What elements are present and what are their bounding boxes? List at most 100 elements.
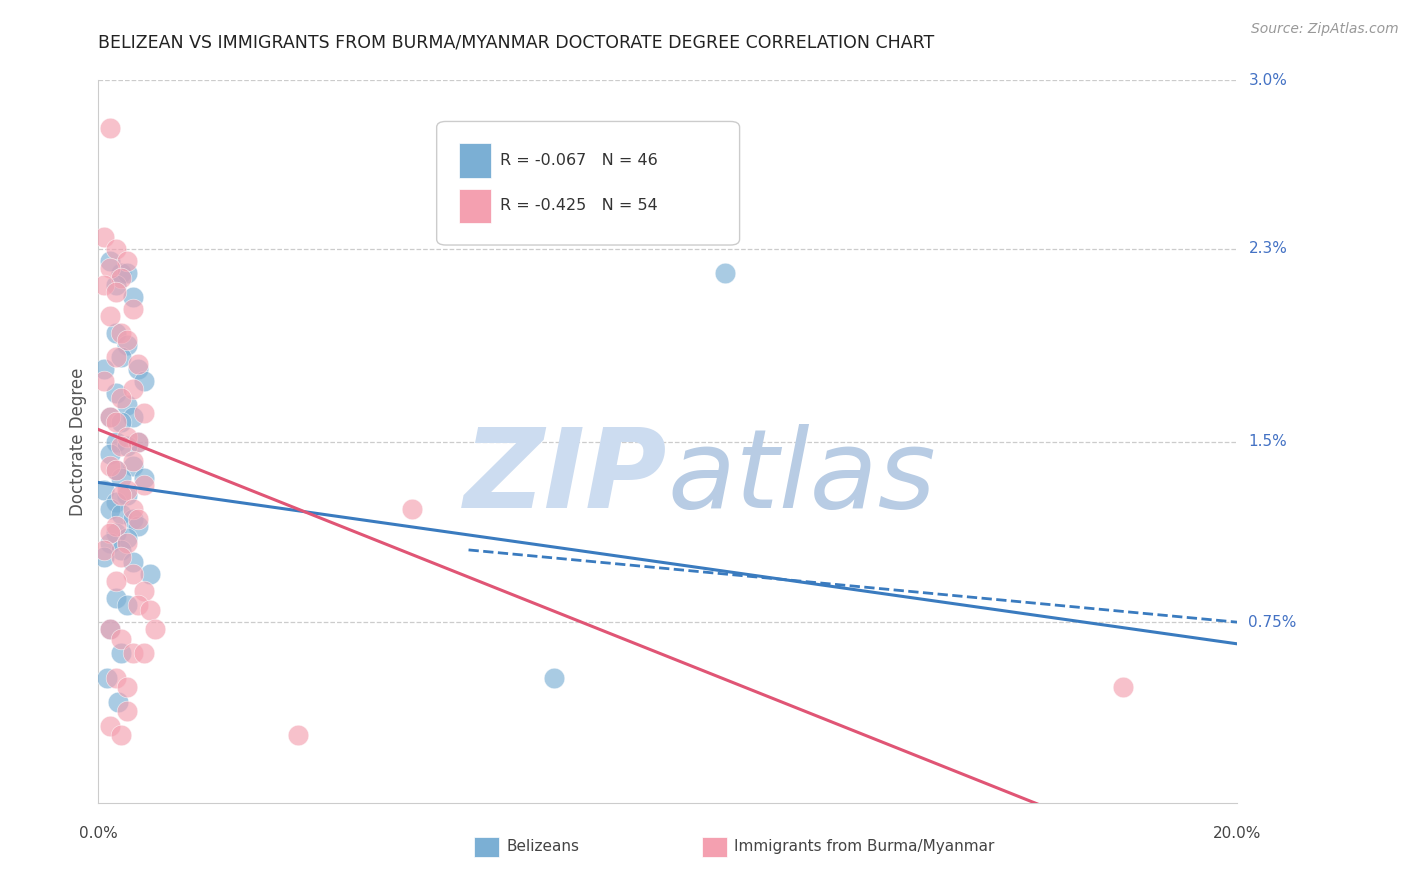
Point: [1112, 680, 1135, 694]
Point: [110, 728, 132, 742]
Point: [401, 502, 423, 516]
Point: [132, 583, 155, 598]
Text: R = -0.425   N = 54: R = -0.425 N = 54: [501, 199, 658, 213]
Point: [98, 535, 121, 549]
Point: [121, 555, 143, 569]
Point: [138, 567, 160, 582]
Point: [121, 454, 143, 468]
Text: 0.75%: 0.75%: [1249, 615, 1296, 630]
Text: Source: ZipAtlas.com: Source: ZipAtlas.com: [1251, 22, 1399, 37]
Point: [93, 375, 115, 389]
Point: [98, 410, 121, 425]
Point: [115, 704, 138, 718]
Point: [104, 591, 127, 606]
Point: [110, 470, 132, 484]
Point: [98, 261, 121, 276]
Point: [132, 470, 155, 484]
Point: [132, 375, 155, 389]
Point: [115, 483, 138, 497]
FancyBboxPatch shape: [437, 121, 740, 245]
Point: [110, 632, 132, 646]
Point: [104, 519, 127, 533]
Point: [132, 647, 155, 661]
Point: [543, 671, 565, 685]
Point: [121, 301, 143, 317]
Point: [104, 463, 127, 477]
Point: [127, 599, 149, 613]
Point: [121, 290, 143, 304]
Point: [98, 121, 121, 136]
Point: [115, 531, 138, 545]
Text: BELIZEAN VS IMMIGRANTS FROM BURMA/MYANMAR DOCTORATE DEGREE CORRELATION CHART: BELIZEAN VS IMMIGRANTS FROM BURMA/MYANMA…: [98, 33, 935, 52]
Text: Belizeans: Belizeans: [506, 839, 579, 855]
Point: [121, 647, 143, 661]
Point: [110, 350, 132, 364]
Point: [121, 458, 143, 473]
Point: [104, 526, 127, 541]
Point: [115, 398, 138, 412]
Point: [127, 434, 149, 449]
Text: 1.5%: 1.5%: [1249, 434, 1286, 449]
Point: [93, 550, 115, 565]
Point: [104, 278, 127, 293]
Point: [115, 266, 138, 280]
Point: [138, 603, 160, 617]
Point: [104, 386, 127, 401]
Point: [132, 406, 155, 420]
Text: 20.0%: 20.0%: [1213, 826, 1261, 841]
Point: [127, 358, 149, 372]
Point: [115, 439, 138, 453]
Point: [104, 671, 127, 685]
Point: [104, 242, 127, 256]
Text: atlas: atlas: [668, 425, 936, 531]
Text: 2.3%: 2.3%: [1249, 242, 1288, 256]
Text: 3.0%: 3.0%: [1249, 73, 1288, 87]
Point: [115, 535, 138, 549]
Point: [714, 266, 737, 280]
Point: [121, 511, 143, 525]
Point: [104, 415, 127, 429]
Point: [104, 350, 127, 364]
Point: [110, 326, 132, 341]
Point: [127, 362, 149, 376]
Point: [93, 362, 115, 376]
Point: [115, 680, 138, 694]
Point: [115, 599, 138, 613]
Point: [110, 439, 132, 453]
Bar: [474, 837, 499, 857]
Point: [93, 278, 115, 293]
Point: [98, 310, 121, 324]
Point: [98, 446, 121, 460]
Point: [98, 253, 121, 268]
Point: [104, 463, 127, 477]
Point: [93, 542, 115, 557]
Point: [110, 266, 132, 280]
Point: [98, 410, 121, 425]
Point: [98, 623, 121, 637]
Text: R = -0.067   N = 46: R = -0.067 N = 46: [501, 153, 658, 168]
Point: [104, 326, 127, 341]
Text: 0.0%: 0.0%: [79, 826, 118, 841]
Point: [110, 415, 132, 429]
Point: [110, 391, 132, 405]
Point: [98, 719, 121, 733]
Bar: [460, 188, 491, 223]
Point: [98, 526, 121, 541]
Point: [104, 494, 127, 508]
Point: [127, 434, 149, 449]
Text: Immigrants from Burma/Myanmar: Immigrants from Burma/Myanmar: [734, 839, 994, 855]
Bar: [702, 837, 727, 857]
Point: [115, 253, 138, 268]
Point: [98, 458, 121, 473]
Point: [110, 487, 132, 501]
Point: [110, 647, 132, 661]
Y-axis label: Doctorate Degree: Doctorate Degree: [69, 368, 87, 516]
Point: [121, 567, 143, 582]
Point: [110, 542, 132, 557]
Point: [104, 285, 127, 300]
Point: [110, 507, 132, 521]
Point: [115, 338, 138, 352]
Point: [115, 487, 138, 501]
Text: ZIP: ZIP: [464, 425, 668, 531]
Point: [145, 623, 167, 637]
